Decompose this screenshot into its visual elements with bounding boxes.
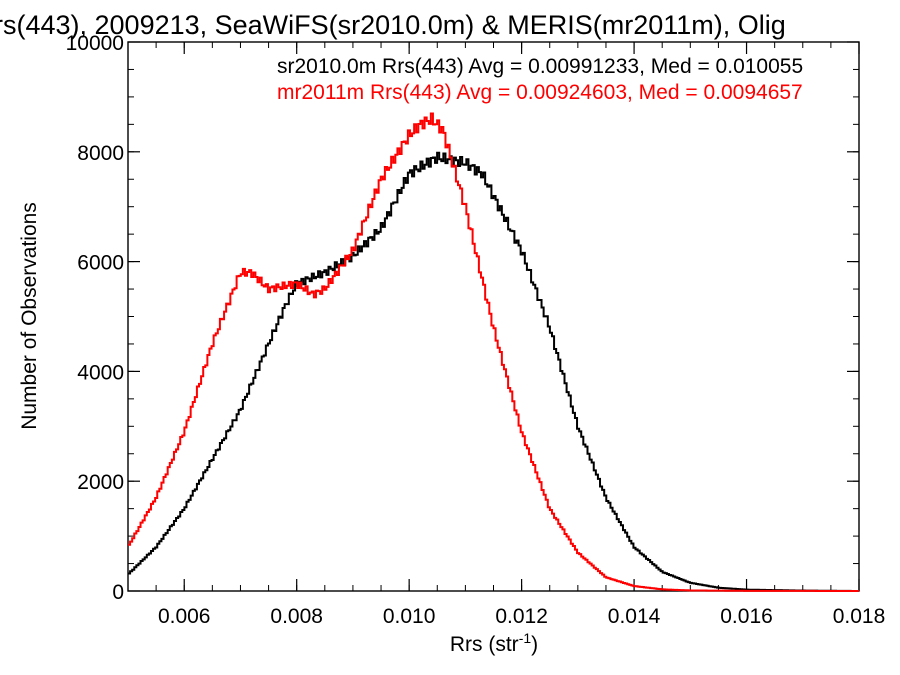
- x-axis-label-main: Rrs (str: [450, 633, 519, 656]
- y-tick-label: 4000: [77, 361, 124, 384]
- annotation-series-1: sr2010.0m Rrs(443) Avg = 0.00991233, Med…: [277, 55, 803, 78]
- x-axis-label-superscript: -1: [519, 630, 532, 646]
- x-axis-label-close: ): [531, 633, 538, 656]
- y-tick-label: 2000: [77, 471, 124, 494]
- x-tick-label: 0.014: [608, 605, 661, 628]
- x-axis-label: Rrs (str-1): [450, 630, 538, 656]
- y-axis-label: Number of Observations: [18, 202, 41, 430]
- annotation-series-2: mr2011m Rrs(443) Avg = 0.00924603, Med =…: [277, 81, 803, 104]
- x-tick-label: 0.010: [383, 605, 436, 628]
- x-tick-label: 0.006: [158, 605, 211, 628]
- x-tick-label: 0.016: [720, 605, 773, 628]
- y-tick-label: 10000: [66, 32, 124, 55]
- series-2-line: [128, 112, 859, 592]
- series-layer: [128, 112, 859, 592]
- axis-ticks: 0.006 0.008 0.010 0.012 0.014 0.016 0.018 0 2000…: [66, 32, 886, 628]
- plot-frame: [127, 41, 860, 592]
- series-1-line: [128, 151, 859, 592]
- y-tick-label: 0: [112, 581, 124, 604]
- y-tick-label: 8000: [77, 142, 124, 165]
- x-tick-label: 0.012: [495, 605, 548, 628]
- chart-title: rs(443), 2009213, SeaWiFS(sr2010.0m) & M…: [0, 10, 786, 40]
- y-tick-label: 6000: [77, 252, 124, 275]
- x-tick-label: 0.008: [270, 605, 323, 628]
- x-tick-label: 0.018: [833, 605, 886, 628]
